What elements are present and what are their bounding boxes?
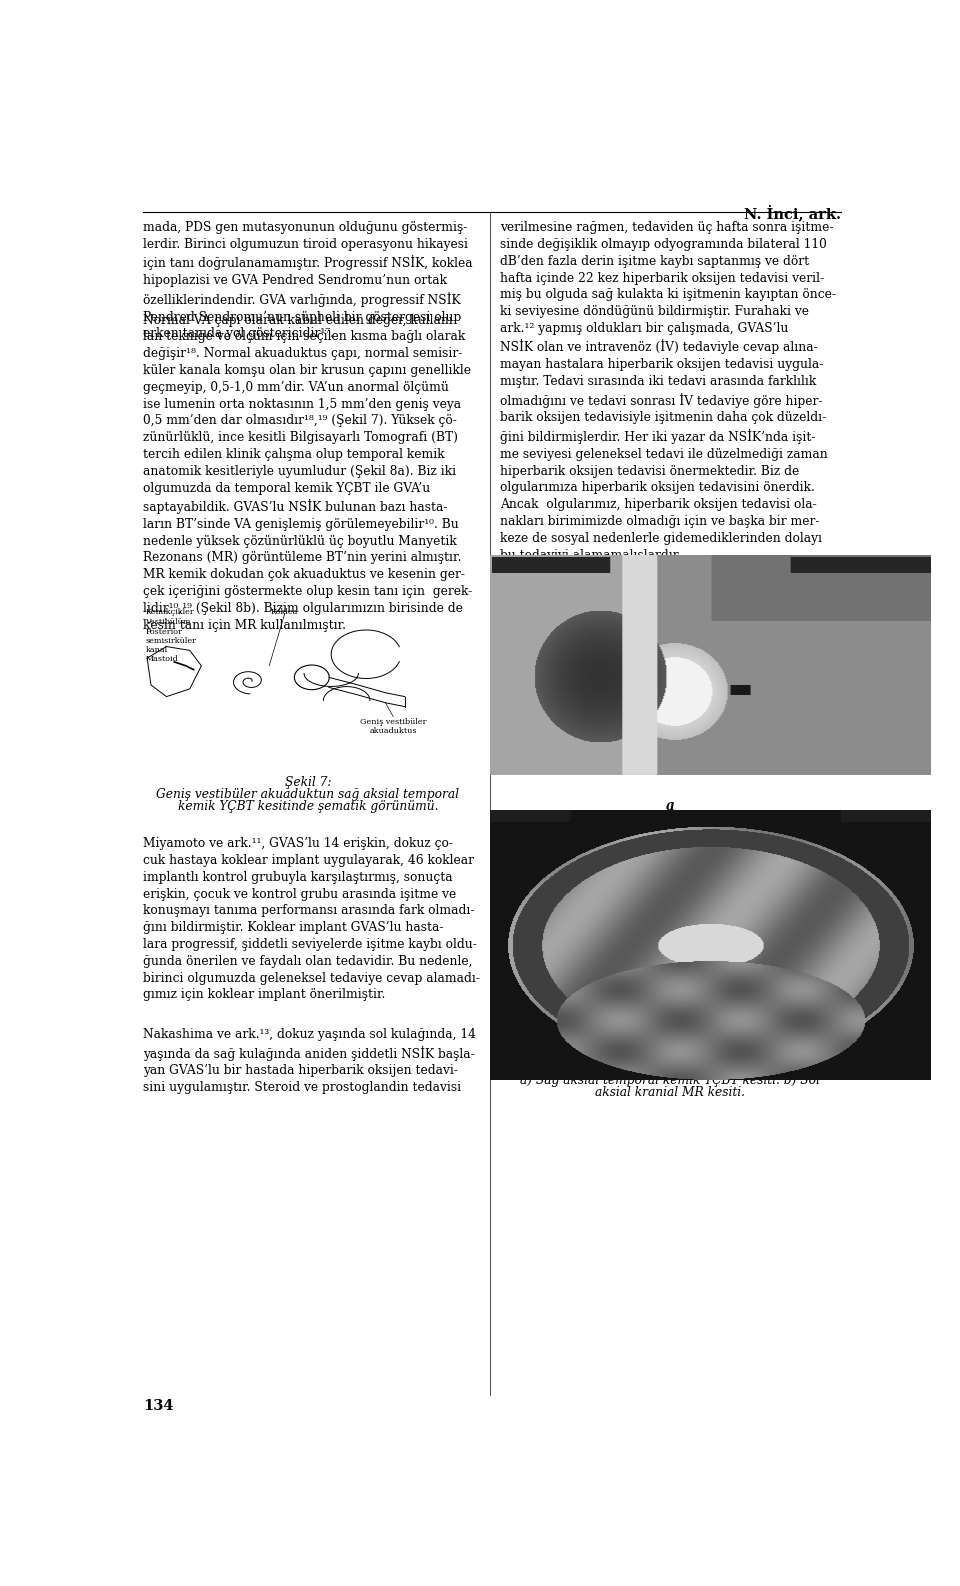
Text: Nakashima ve ark.¹³, dokuz yaşında sol kulağında, 14
yaşında da sağ kulağında an: Nakashima ve ark.¹³, dokuz yaşında sol k… bbox=[143, 1028, 476, 1094]
Text: b: b bbox=[665, 1034, 675, 1047]
Text: a: a bbox=[666, 799, 675, 812]
Text: Posterior: Posterior bbox=[146, 628, 182, 636]
Text: a) Sağ aksial temporal kemik YÇBT kesiti. b) Sol: a) Sağ aksial temporal kemik YÇBT kesiti… bbox=[520, 1074, 820, 1086]
Text: N. İnci, ark.: N. İnci, ark. bbox=[744, 205, 841, 220]
Text: Kemikçikler: Kemikçikler bbox=[146, 607, 194, 615]
Text: Vestibülüm: Vestibülüm bbox=[146, 617, 191, 625]
Text: aksial kranial MR kesiti.: aksial kranial MR kesiti. bbox=[595, 1086, 745, 1099]
Text: Koklea: Koklea bbox=[271, 607, 299, 615]
Text: kemik YÇBT kesitinde şematik görünümü.: kemik YÇBT kesitinde şematik görünümü. bbox=[178, 801, 438, 814]
Text: mada, PDS gen mutasyonunun olduğunu göstermiş-
lerdir. Birinci olgumuzun tiroid : mada, PDS gen mutasyonunun olduğunu göst… bbox=[143, 220, 473, 341]
Text: Normal VA çapı olarak kabul edilen değer, kullanı-
lan tekniğe ve ölçüm için seç: Normal VA çapı olarak kabul edilen değer… bbox=[143, 314, 472, 631]
Text: kanal: kanal bbox=[146, 646, 168, 653]
Text: semisirküler: semisirküler bbox=[146, 638, 197, 646]
Text: verilmesine rağmen, tedaviden üç hafta sonra işitme-
sinde değişiklik olmayıp od: verilmesine rağmen, tedaviden üç hafta s… bbox=[500, 220, 836, 561]
Text: Şekil 7:: Şekil 7: bbox=[285, 776, 331, 788]
Text: Geniş vestibüler akuaduktun sağ aksial temporal: Geniş vestibüler akuaduktun sağ aksial t… bbox=[156, 788, 460, 801]
Text: Mastoid: Mastoid bbox=[146, 655, 179, 663]
Text: Geniş vestibüler akuaduktun;: Geniş vestibüler akuaduktun; bbox=[579, 1061, 761, 1074]
Text: Şekil 8:: Şekil 8: bbox=[647, 1048, 693, 1063]
Bar bbox=[143, 598, 472, 764]
Text: Geniş vestibüler
akuaduktus: Geniş vestibüler akuaduktus bbox=[360, 718, 426, 736]
Text: Miyamoto ve ark.¹¹, GVAS’lu 14 erişkin, dokuz ço-
cuk hastaya koklear implant uy: Miyamoto ve ark.¹¹, GVAS’lu 14 erişkin, … bbox=[143, 837, 480, 1001]
Text: 134: 134 bbox=[143, 1399, 174, 1413]
